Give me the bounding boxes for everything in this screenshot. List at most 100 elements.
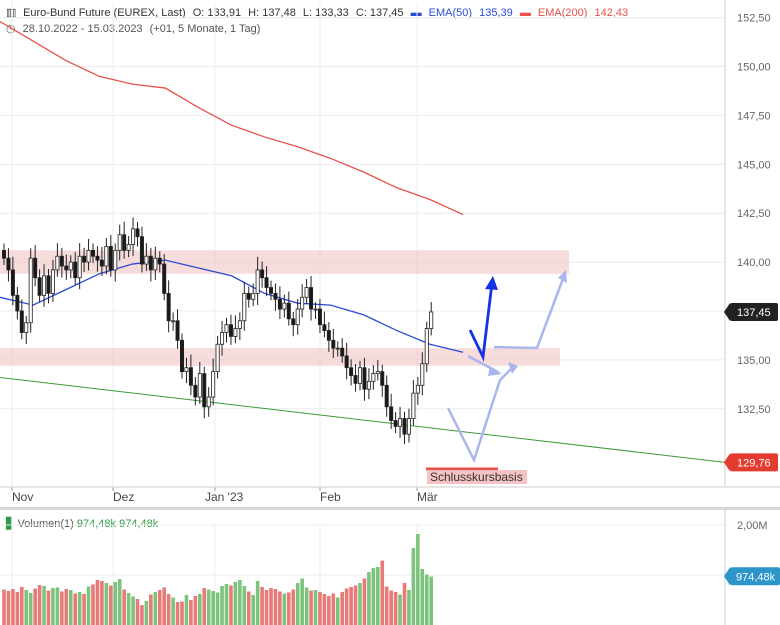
volume-bar (77, 592, 82, 625)
candle-body (304, 287, 309, 298)
volume-bar (278, 591, 282, 625)
candle (50, 259, 55, 302)
volume-bar (189, 600, 193, 625)
candle-body (157, 257, 162, 265)
candle-body (286, 302, 291, 320)
volume-bar (144, 601, 149, 625)
volume-bar (211, 591, 215, 625)
candle (33, 245, 38, 287)
volume-bar (229, 585, 233, 625)
candle (162, 254, 167, 301)
candle-body (393, 420, 398, 427)
volume-badge-pointer (724, 567, 730, 586)
candle (255, 256, 260, 305)
volume-bar (340, 592, 344, 625)
volume-bar (91, 584, 95, 625)
volume-bar (389, 590, 393, 625)
volume-bar (362, 578, 367, 625)
candle (393, 412, 398, 434)
candle-body (42, 275, 47, 296)
candle-body (162, 263, 167, 294)
volume-bar (376, 567, 380, 625)
candle (135, 222, 140, 247)
volume-bar (238, 580, 242, 625)
high-value: H: 137,48 (248, 7, 296, 19)
candle (384, 375, 389, 417)
candle (77, 243, 82, 290)
candle-body (77, 255, 82, 279)
candle-body (6, 257, 11, 271)
candle (91, 243, 96, 264)
candle (228, 314, 233, 345)
candle (15, 286, 20, 320)
volume-bar (233, 582, 238, 625)
volume-value-1: 974,48k (76, 518, 117, 530)
candle-body (46, 275, 51, 294)
volume-bar (28, 593, 33, 625)
candle (188, 354, 193, 396)
candle-body (215, 343, 220, 373)
candle-body (371, 373, 376, 382)
candle-body (228, 324, 233, 337)
volume-bar (411, 548, 416, 625)
volume-bar (46, 590, 51, 625)
volume-bar (180, 601, 184, 625)
candle (82, 247, 87, 273)
volume-bar (251, 595, 255, 625)
candle (171, 312, 176, 331)
candle (197, 362, 202, 404)
candle-body (117, 234, 122, 251)
candle-body (375, 371, 380, 374)
candle (340, 338, 345, 363)
volume-bar (331, 593, 336, 625)
candle-body (153, 257, 158, 271)
candlestick-icon[interactable]: ▥ (6, 7, 17, 19)
ema200-value: 142,43 (594, 7, 629, 19)
candle (371, 365, 376, 390)
candle (291, 311, 296, 337)
y-tick-label: 147,50 (737, 110, 771, 122)
volume-bar (424, 574, 429, 625)
candle-body (202, 373, 207, 408)
candle-body (113, 249, 118, 271)
open-value: O: 133,91 (192, 7, 242, 19)
volume-bar (166, 594, 171, 625)
volume-bar (384, 586, 389, 625)
candle (233, 315, 238, 344)
candle (113, 243, 118, 282)
resistance-zone (0, 348, 560, 366)
candle (286, 291, 291, 326)
volume-bar (260, 587, 264, 625)
volume-bar (269, 588, 273, 625)
volume-bar (2, 589, 6, 625)
trend-line (0, 376, 726, 463)
candle (153, 246, 158, 280)
volume-bar (73, 593, 77, 625)
ema50-label: EMA(50) (428, 7, 473, 19)
candle-body (411, 392, 416, 419)
candle (19, 299, 24, 340)
scenario-arrow-dark (468, 282, 494, 362)
volume-bar (171, 597, 175, 625)
candle (202, 366, 207, 419)
candle-body (28, 257, 33, 324)
candle (10, 256, 15, 306)
candle-body (340, 347, 345, 357)
candle-body (335, 347, 340, 350)
volume-bar (402, 583, 407, 625)
candle-body (135, 228, 140, 238)
candle-body (357, 367, 362, 384)
candle-body (389, 406, 394, 421)
candle-body (362, 367, 367, 390)
volume-bar (215, 592, 220, 625)
volume-tick-label: 2,00M (737, 520, 768, 532)
volume-bar (327, 596, 331, 625)
volume-bar (109, 585, 113, 625)
volume-bar (304, 587, 309, 625)
ema50-value: 135,39 (479, 7, 513, 19)
candle (6, 248, 11, 282)
candle-body (398, 418, 403, 427)
candle-body (255, 269, 260, 294)
candle-body (131, 228, 136, 245)
